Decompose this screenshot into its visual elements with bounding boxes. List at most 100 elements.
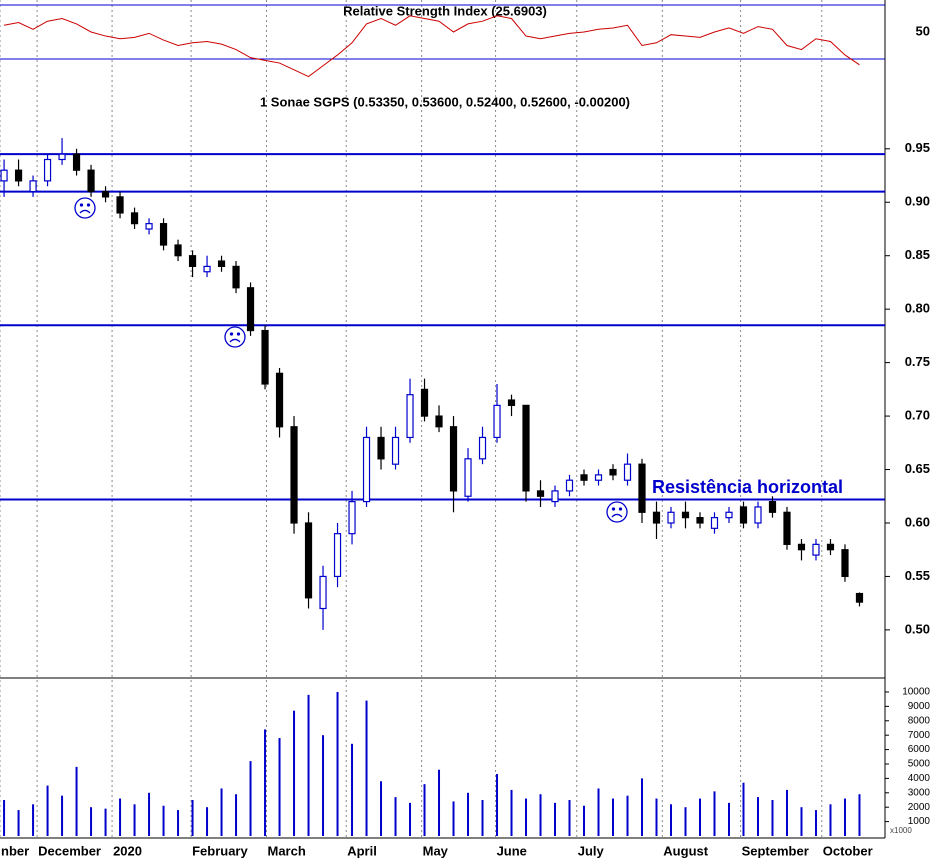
candle-body <box>493 404 501 439</box>
candle-body <box>43 158 52 182</box>
volume-bar <box>641 778 644 836</box>
candle-body <box>145 223 153 230</box>
y-tick-label: 4000 <box>908 773 931 784</box>
candle-body <box>304 522 313 599</box>
candle-body <box>696 517 704 524</box>
volume-bar <box>829 804 832 836</box>
volume-bar <box>380 781 383 836</box>
candle-body <box>377 436 385 460</box>
frown-icon <box>74 197 96 219</box>
volume-bar <box>133 804 136 836</box>
candle-body <box>101 190 110 198</box>
volume-bar <box>539 794 542 836</box>
candle-body <box>58 153 66 161</box>
candle-body <box>594 474 603 481</box>
y-tick-label: 0.55 <box>905 568 930 583</box>
candle-body <box>812 543 820 556</box>
x-tick-label: February <box>192 843 248 858</box>
candle-body <box>580 474 588 481</box>
volume-bar <box>438 769 441 836</box>
annotation: Resistência horizontal <box>652 477 843 497</box>
candle-body <box>362 436 371 503</box>
candle-body <box>14 169 23 182</box>
volume-bar <box>669 804 672 836</box>
candle-body <box>623 463 632 481</box>
y-tick-label: 5000 <box>908 759 931 770</box>
candle-body <box>783 511 791 545</box>
candle-body <box>449 426 458 492</box>
volume-bar <box>249 761 252 836</box>
candle-body <box>275 372 284 428</box>
x-tick-label: April <box>347 843 377 858</box>
volume-bar <box>75 766 78 836</box>
x-tick-label: 2020 <box>113 843 142 858</box>
volume-bar <box>525 798 528 836</box>
volume-bar <box>496 774 499 836</box>
x-tick-label: December <box>38 843 101 858</box>
candle-body <box>319 575 327 610</box>
candle-body <box>667 511 675 524</box>
volume-bar <box>684 807 687 836</box>
rsi-title: Relative Strength Index (25.6903) <box>343 3 547 18</box>
volume-bar <box>162 805 165 836</box>
volume-bar <box>756 797 759 836</box>
candle-body <box>478 436 487 460</box>
candle-body <box>739 506 748 524</box>
y-tick-label: 7000 <box>908 730 931 741</box>
candle-body <box>841 549 849 578</box>
y-tick-label: 0.90 <box>905 194 930 209</box>
volume-bar <box>235 794 238 836</box>
candle-body <box>855 592 864 603</box>
rsi-line <box>3 15 860 78</box>
volume-bar <box>785 789 788 836</box>
candle-body <box>348 501 356 535</box>
candle-body <box>565 479 574 492</box>
candle-body <box>203 265 211 273</box>
x-tick-label: March <box>267 843 305 858</box>
y-tick-label: 10000 <box>902 687 930 698</box>
y-tick-label: 8000 <box>908 715 931 726</box>
y-tick-label: 0.70 <box>905 408 930 423</box>
candle-body <box>232 265 240 289</box>
candle-body <box>826 543 835 551</box>
volume-bar <box>46 785 49 836</box>
y-tick-label: 1000 <box>908 816 931 827</box>
volume-bar <box>771 799 774 836</box>
candle-body <box>768 501 777 513</box>
y-tick-label: 6000 <box>908 744 931 755</box>
x-tick-label: September <box>742 843 809 858</box>
candle-body <box>609 468 617 476</box>
volume-bar <box>336 691 339 836</box>
y-tick-label: 0.65 <box>905 461 930 476</box>
y-tick-label: 0.95 <box>905 140 930 155</box>
x-tick-label: July <box>578 843 605 858</box>
candle-body <box>797 543 806 551</box>
volume-bar <box>452 801 455 836</box>
y-tick-label: 0.80 <box>905 301 930 316</box>
volume-bar <box>119 798 122 836</box>
volume-bar <box>206 807 209 836</box>
volume-bar <box>626 795 629 836</box>
candle-body <box>391 436 400 465</box>
candle-body <box>159 223 168 246</box>
volume-bar <box>583 805 586 836</box>
candle-body <box>188 255 197 268</box>
volume-bar <box>17 810 20 836</box>
candle-body <box>174 244 182 257</box>
x-tick-label: August <box>663 843 708 858</box>
x-tick-label: October <box>823 843 873 858</box>
candle-body <box>261 329 269 385</box>
volume-bar <box>568 799 571 836</box>
y-tick-label: 0.60 <box>905 514 930 529</box>
candle-body <box>333 533 342 578</box>
volume-bar <box>191 799 194 836</box>
volume-bar <box>3 799 6 836</box>
volume-bar <box>148 792 151 836</box>
volume-bar <box>423 784 426 836</box>
candle-body <box>725 511 733 519</box>
volume-bar <box>698 798 701 836</box>
candle-body <box>29 180 37 193</box>
frown-icon <box>224 326 246 348</box>
volume-bar <box>742 782 745 836</box>
